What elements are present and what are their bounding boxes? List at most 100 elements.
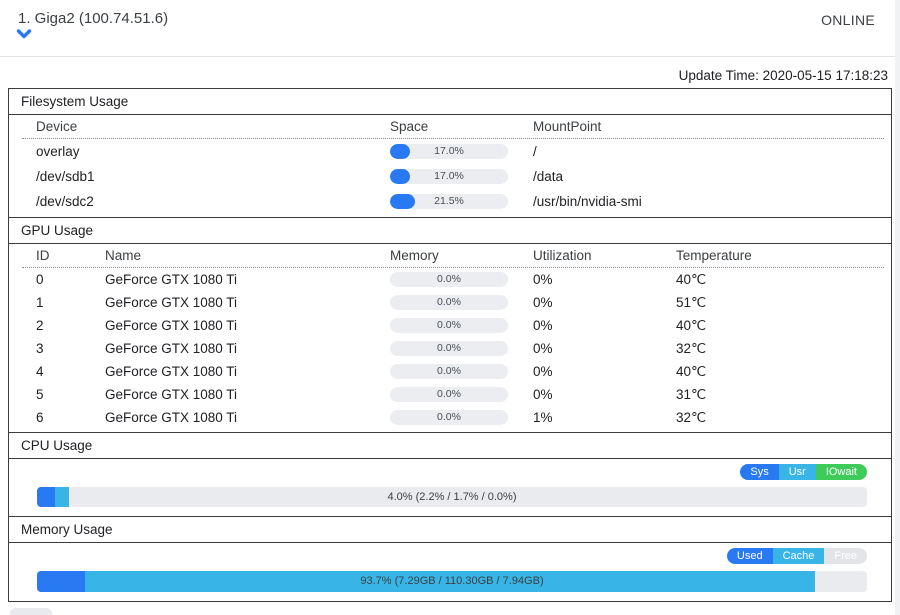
table-row: 6 GeForce GTX 1080 Ti 0.0% 1% 32℃ [9, 406, 891, 429]
gpu-utilization-cell: 0% [533, 364, 553, 379]
cpu-usage-bar: 4.0% (2.2% / 1.7% / 0.0%) [37, 487, 867, 507]
space-usage-fill [390, 144, 411, 159]
column-header-temperature: Temperature [676, 248, 752, 263]
column-header-mountpoint: MountPoint [533, 119, 602, 134]
gpu-table-header: ID Name Memory Utilization Temperature [9, 244, 891, 267]
gpu-id-cell: 2 [36, 318, 44, 333]
device-cell: overlay [36, 144, 80, 159]
gpu-temperature-cell: 40℃ [676, 317, 707, 333]
gpu-usage-section: GPU Usage ID Name Memory Utilization Tem… [8, 217, 892, 433]
section-title-gpu: GPU Usage [9, 218, 891, 244]
table-row: 0 GeForce GTX 1080 Ti 0.0% 0% 40℃ [9, 268, 891, 291]
filesystem-table-header: Device Space MountPoint [9, 115, 891, 138]
memory-used-segment [37, 571, 86, 592]
gpu-memory-label: 0.0% [437, 342, 461, 354]
device-cell: /dev/sdb1 [36, 169, 95, 184]
gpu-temperature-cell: 31℃ [676, 386, 707, 402]
gpu-name-cell: GeForce GTX 1080 Ti [105, 387, 238, 402]
legend-pill-cache: Cache [772, 548, 825, 564]
column-header-memory: Memory [390, 248, 439, 263]
memory-legend: Used Cache Free [9, 548, 867, 564]
memory-usage-label: 93.7% (7.29GB / 110.30GB / 7.94GB) [360, 575, 544, 587]
gpu-memory-label: 0.0% [437, 296, 461, 308]
mountpoint-cell: / [533, 144, 537, 159]
status-badge: ONLINE [821, 12, 875, 28]
gpu-temperature-cell: 40℃ [676, 271, 707, 287]
next-panel-partial [10, 608, 52, 615]
cpu-legend: Sys Usr IOwait [9, 464, 867, 480]
device-cell: /dev/sdc2 [36, 194, 94, 209]
gpu-memory-bar: 0.0% [390, 318, 508, 333]
space-usage-label: 21.5% [434, 195, 464, 207]
page-background-edge [895, 0, 900, 615]
gpu-utilization-cell: 0% [533, 272, 553, 287]
table-row: 4 GeForce GTX 1080 Ti 0.0% 0% 40℃ [9, 360, 891, 383]
cpu-usage-label: 4.0% (2.2% / 1.7% / 0.0%) [387, 491, 517, 503]
space-usage-bar: 17.0% [390, 169, 508, 184]
table-row: 3 GeForce GTX 1080 Ti 0.0% 0% 32℃ [9, 337, 891, 360]
gpu-memory-bar: 0.0% [390, 272, 508, 287]
section-title-memory: Memory Usage [9, 517, 891, 543]
gpu-utilization-cell: 0% [533, 318, 553, 333]
space-usage-bar: 21.5% [390, 194, 508, 209]
space-usage-fill [390, 169, 411, 184]
gpu-memory-bar: 0.0% [390, 364, 508, 379]
table-row: /dev/sdc2 21.5% /usr/bin/nvidia-smi [9, 189, 891, 214]
table-row: overlay 17.0% / [9, 139, 891, 164]
table-row: 1 GeForce GTX 1080 Ti 0.0% 0% 51℃ [9, 291, 891, 314]
column-header-name: Name [105, 248, 142, 263]
gpu-utilization-cell: 0% [533, 295, 553, 310]
gpu-name-cell: GeForce GTX 1080 Ti [105, 318, 238, 333]
gpu-id-cell: 1 [36, 295, 44, 310]
dotted-divider [22, 267, 884, 268]
server-title: 1. Giga2 (100.74.51.6) [18, 10, 169, 27]
memory-cache-segment [85, 571, 815, 592]
gpu-memory-label: 0.0% [437, 411, 461, 423]
gpu-name-cell: GeForce GTX 1080 Ti [105, 341, 238, 356]
legend-pill-usr: Usr [778, 464, 816, 480]
memory-usage-bar: 93.7% (7.29GB / 110.30GB / 7.94GB) [37, 571, 867, 592]
legend-pill-iowait: IOwait [815, 464, 867, 480]
cpu-usage-section: CPU Usage Sys Usr IOwait 4.0% (2.2% / 1.… [8, 432, 892, 517]
column-header-space: Space [390, 119, 429, 134]
gpu-temperature-cell: 40℃ [676, 363, 707, 379]
gpu-id-cell: 3 [36, 341, 44, 356]
legend-pill-sys: Sys [740, 464, 779, 480]
legend-pill-used: Used [726, 548, 773, 564]
column-header-utilization: Utilization [533, 248, 592, 263]
gpu-memory-bar: 0.0% [390, 410, 508, 425]
space-usage-fill [390, 194, 416, 209]
section-title-cpu: CPU Usage [9, 433, 891, 459]
gpu-temperature-cell: 32℃ [676, 409, 707, 425]
gpu-utilization-cell: 0% [533, 387, 553, 402]
column-header-id: ID [36, 248, 50, 263]
gpu-memory-label: 0.0% [437, 319, 461, 331]
section-title-filesystem: Filesystem Usage [9, 89, 891, 115]
gpu-memory-label: 0.0% [437, 273, 461, 285]
gpu-utilization-cell: 1% [533, 410, 553, 425]
update-time: Update Time: 2020-05-15 17:18:23 [678, 68, 888, 83]
gpu-memory-label: 0.0% [437, 365, 461, 377]
gpu-id-cell: 6 [36, 410, 44, 425]
gpu-id-cell: 4 [36, 364, 44, 379]
gpu-memory-bar: 0.0% [390, 387, 508, 402]
gpu-name-cell: GeForce GTX 1080 Ti [105, 410, 238, 425]
space-usage-bar: 17.0% [390, 144, 508, 159]
space-usage-label: 17.0% [434, 145, 464, 157]
mountpoint-cell: /usr/bin/nvidia-smi [533, 194, 642, 209]
dotted-divider [22, 138, 884, 139]
table-row: 2 GeForce GTX 1080 Ti 0.0% 0% 40℃ [9, 314, 891, 337]
column-header-device: Device [36, 119, 78, 134]
chevron-down-icon [16, 29, 32, 39]
gpu-temperature-cell: 32℃ [676, 340, 707, 356]
cpu-sys-segment [37, 487, 56, 507]
gpu-memory-bar: 0.0% [390, 341, 508, 356]
gpu-name-cell: GeForce GTX 1080 Ti [105, 295, 238, 310]
gpu-id-cell: 5 [36, 387, 44, 402]
gpu-utilization-cell: 0% [533, 341, 553, 356]
gpu-name-cell: GeForce GTX 1080 Ti [105, 364, 238, 379]
gpu-name-cell: GeForce GTX 1080 Ti [105, 272, 238, 287]
cpu-usr-segment [55, 487, 70, 507]
table-row: /dev/sdb1 17.0% /data [9, 164, 891, 189]
chevron-down-icon[interactable] [15, 29, 33, 43]
